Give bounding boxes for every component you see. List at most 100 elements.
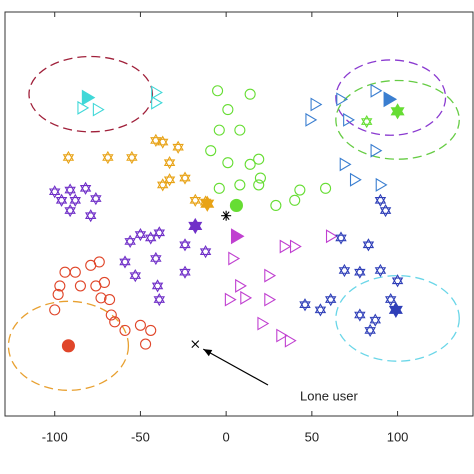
- point: [55, 193, 68, 207]
- point: [244, 88, 256, 100]
- point: [253, 153, 265, 165]
- point: [299, 298, 311, 312]
- point: [310, 97, 323, 112]
- point: [179, 238, 191, 252]
- point: [339, 157, 352, 172]
- point: [254, 172, 266, 184]
- point: [324, 292, 337, 307]
- point: [189, 193, 202, 207]
- point: [102, 150, 114, 165]
- point: [179, 171, 191, 185]
- point: [163, 173, 176, 187]
- point: [222, 104, 234, 116]
- point: [374, 263, 387, 278]
- point: [69, 266, 81, 278]
- point: [109, 316, 121, 328]
- point: [140, 338, 152, 350]
- point: [257, 316, 270, 331]
- point: [213, 124, 225, 136]
- point: [370, 143, 383, 158]
- point: [64, 183, 76, 197]
- point: [284, 333, 297, 348]
- point: [163, 156, 176, 170]
- point: [360, 114, 373, 129]
- point: [374, 193, 387, 207]
- point: [64, 203, 76, 218]
- annotation: Lone user: [300, 388, 358, 403]
- point: [151, 85, 163, 100]
- point: [383, 91, 398, 108]
- point: [104, 294, 116, 306]
- point: [212, 85, 224, 97]
- point: [49, 304, 61, 316]
- point: [188, 217, 203, 235]
- point: [153, 226, 166, 240]
- point: [384, 292, 397, 307]
- point: [74, 280, 86, 292]
- point: [79, 181, 92, 195]
- coverage-region: [335, 274, 460, 362]
- point: [354, 265, 366, 279]
- x-tick-label: 0: [223, 429, 230, 444]
- point: [119, 324, 131, 336]
- point: [126, 150, 138, 165]
- point: [240, 290, 253, 305]
- point: [320, 182, 332, 194]
- point: [90, 191, 102, 206]
- point: [98, 276, 110, 289]
- point: [349, 172, 362, 187]
- point: [95, 292, 107, 304]
- point: [228, 251, 241, 266]
- point: [145, 324, 157, 336]
- x-tick-label: 100: [387, 429, 409, 444]
- point: [343, 112, 355, 127]
- coverage-region: [335, 79, 460, 160]
- point: [48, 185, 61, 199]
- coverage-region: [335, 59, 447, 136]
- point: [264, 268, 277, 283]
- point: [305, 112, 318, 127]
- annotation-arrow: [202, 348, 269, 386]
- point: [52, 288, 64, 301]
- point: [325, 229, 338, 244]
- point: [234, 124, 246, 136]
- point: [362, 238, 375, 252]
- annotation-arrowhead: [203, 349, 213, 357]
- point: [199, 245, 212, 259]
- point: [270, 199, 282, 211]
- point: [234, 179, 246, 191]
- point: [150, 251, 162, 266]
- point: [77, 100, 90, 115]
- point: [364, 323, 376, 338]
- point: [205, 145, 217, 157]
- point: [129, 269, 142, 283]
- point: [62, 150, 75, 165]
- x-tick-label: -100: [42, 429, 68, 444]
- point: [105, 309, 117, 321]
- x-tick-label: 50: [305, 429, 319, 444]
- point: [336, 92, 349, 107]
- point: [54, 280, 66, 292]
- point: [314, 303, 327, 317]
- point: [338, 263, 351, 278]
- point: [69, 193, 82, 207]
- point: [119, 255, 131, 269]
- point: [59, 266, 71, 278]
- point: [229, 198, 243, 212]
- point: [151, 279, 164, 293]
- point: [213, 182, 225, 194]
- point: [391, 274, 404, 288]
- point: [84, 209, 97, 223]
- point: [179, 265, 191, 279]
- point: [289, 239, 302, 254]
- point: [375, 177, 388, 192]
- point: [156, 178, 169, 192]
- point: [151, 95, 163, 110]
- coverage-region: [28, 55, 154, 133]
- point: [150, 133, 162, 147]
- point: [191, 340, 200, 348]
- point: [235, 278, 247, 293]
- point: [354, 308, 366, 322]
- point: [370, 83, 383, 98]
